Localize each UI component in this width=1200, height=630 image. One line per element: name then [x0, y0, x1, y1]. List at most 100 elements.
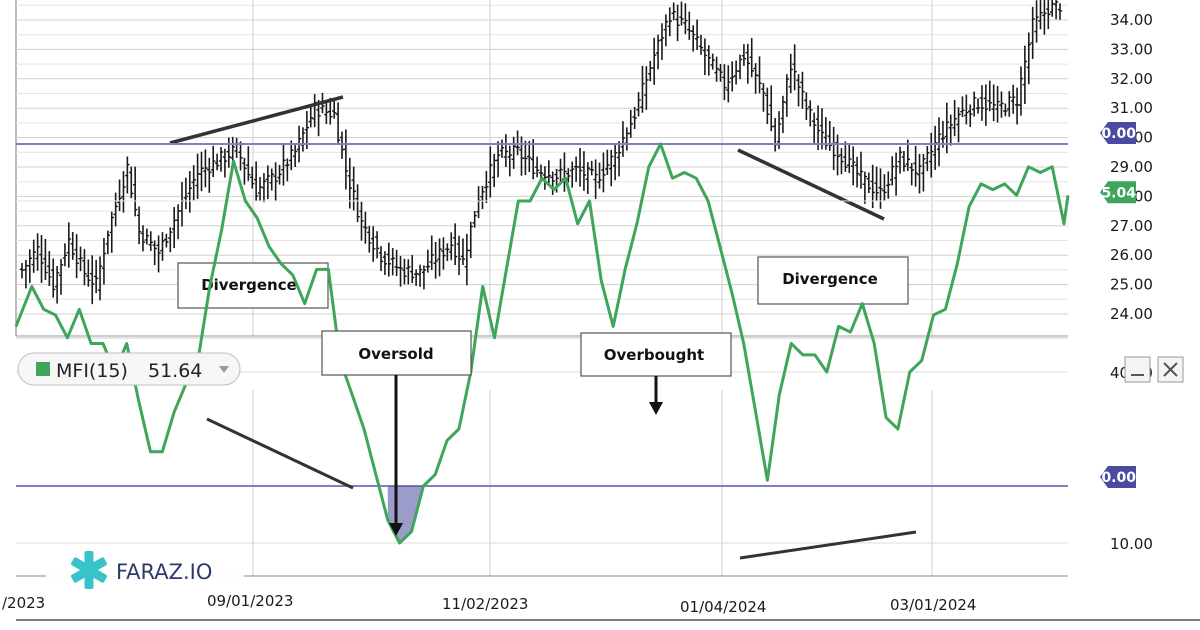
ohlc-bar: [39, 235, 44, 283]
ohlc-bar: [386, 242, 392, 277]
ohlc-bar: [82, 249, 87, 286]
ohlc-bar: [1046, 0, 1051, 30]
ohlc-bar: [671, 2, 676, 21]
ohlc-bar: [105, 230, 111, 255]
ohlc-bar: [843, 141, 848, 172]
ohlc-bar: [882, 174, 887, 201]
ohlc-bar: [355, 184, 360, 223]
ohlc-bar: [308, 106, 313, 128]
ohlc-bar: [999, 91, 1004, 118]
price-y-tick-label: 26.00: [1110, 246, 1153, 264]
ohlc-bar: [1010, 84, 1016, 114]
ohlc-bar: [207, 157, 212, 193]
ohlc-bar: [788, 53, 793, 94]
ohlc-bar: [1022, 45, 1028, 105]
ohlc-bar: [70, 232, 75, 260]
close-button[interactable]: [1157, 356, 1184, 383]
ohlc-bar: [140, 225, 146, 252]
ohlc-bar: [702, 38, 708, 76]
ohlc-bar: [890, 156, 895, 186]
divergence-label-left: Divergence: [201, 276, 297, 294]
oversold-arrow-head: [389, 523, 403, 536]
ohlc-bar: [156, 235, 161, 273]
ohlc-bar: [917, 153, 922, 194]
ohlc-bar: [745, 43, 751, 84]
ohlc-bar: [331, 98, 337, 119]
ohlc-bar: [452, 223, 458, 266]
mfi-current-value-badge: 75.04: [1092, 181, 1137, 204]
x-tick-label: 01/04/2024: [680, 598, 766, 616]
ohlc-bar: [722, 64, 727, 101]
ohlc-bar: [1034, 0, 1039, 43]
ohlc-bar: [530, 139, 536, 180]
price-y-tick-label: 31.00: [1110, 99, 1153, 117]
ohlc-bar: [359, 201, 364, 241]
ohlc-bar: [663, 14, 669, 47]
ohlc-bar: [730, 61, 735, 92]
ohlc-bar: [936, 117, 942, 167]
minimize-button-frame[interactable]: [1124, 356, 1151, 383]
ohlc-bar: [800, 71, 805, 109]
ohlc-bar: [218, 147, 224, 172]
ohlc-bar: [683, 3, 688, 35]
ohlc-bar: [847, 143, 852, 174]
ohlc-bar: [581, 151, 587, 191]
divergence-trendline-top: [169, 95, 344, 145]
ohlc-bar: [160, 232, 165, 261]
mfi-current-value-badge-shape: [1100, 181, 1136, 204]
price-y-axis: 34.0033.0032.0031.0030.0029.0028.0027.00…: [1110, 11, 1153, 323]
minimize-button[interactable]: [1124, 356, 1151, 383]
ohlc-bar: [86, 259, 91, 287]
divergence-label-right: Divergence: [782, 270, 878, 288]
ohlc-bar: [796, 74, 801, 107]
ohlc-bar: [792, 44, 797, 91]
ohlc-bar: [897, 146, 903, 174]
ohlc-bar: [1049, 0, 1055, 17]
ohlc-bar: [835, 134, 840, 176]
ohlc-bar: [371, 226, 376, 262]
ohlc-bar: [850, 146, 856, 186]
oversold-box: [321, 330, 472, 376]
price-y-tick-label: 34.00: [1110, 11, 1153, 29]
ohlc-bar: [932, 125, 938, 170]
ohlc-bar: [421, 265, 427, 290]
price-y-tick-label: 24.00: [1110, 305, 1153, 323]
chevron-down-icon[interactable]: [219, 366, 229, 373]
ohlc-bar: [878, 168, 883, 209]
price-y-tick-label: 32.00: [1110, 70, 1153, 88]
ohlc-bar: [975, 98, 981, 114]
mfi-badges: 80.00 75.04 20.00: [1092, 122, 1137, 488]
ohlc-bar: [913, 145, 918, 187]
ohlc-bar: [714, 56, 719, 82]
ohlc-bar: [269, 168, 274, 191]
brand-watermark: FARAZ.IO: [46, 551, 244, 591]
price-y-tick-label: 33.00: [1110, 40, 1153, 58]
mfi-y-tick-label: 10.00: [1110, 535, 1153, 553]
ohlc-bar: [238, 141, 243, 171]
ohlc-bar: [866, 172, 871, 194]
ohlc-bar: [129, 166, 134, 199]
mfi-color-swatch: [36, 362, 50, 376]
ohlc-bar: [1007, 91, 1012, 117]
ohlc-bar: [425, 249, 431, 273]
ohlc-bar: [367, 225, 372, 253]
ohlc-bar: [765, 87, 770, 125]
x-axis: /2023 09/01/2023 11/02/2023 01/04/2024 03/01…: [2, 592, 976, 616]
mfi-divergence-trendline-top: [206, 417, 354, 490]
ohlc-bar: [281, 143, 286, 186]
ohlc-bar: [90, 255, 95, 305]
mfi-current-value-badge-text: 75.04: [1092, 185, 1137, 201]
mfi-indicator-selector[interactable]: MFI(15) 51.64: [17, 352, 241, 386]
ohlc-bar: [948, 114, 953, 146]
mfi-indicator-pill[interactable]: [17, 352, 241, 386]
ohlc-bar: [632, 106, 637, 130]
ohlc-bar: [437, 238, 442, 277]
ohlc-bar: [612, 145, 618, 181]
ohlc-bar: [292, 145, 298, 167]
ohlc-bar: [101, 238, 107, 285]
ohlc-bar: [960, 96, 965, 118]
ohlc-bar: [808, 100, 813, 127]
ohlc-bar: [74, 234, 79, 279]
ohlc-bar: [1018, 66, 1024, 116]
ohlc-bar: [222, 148, 228, 178]
